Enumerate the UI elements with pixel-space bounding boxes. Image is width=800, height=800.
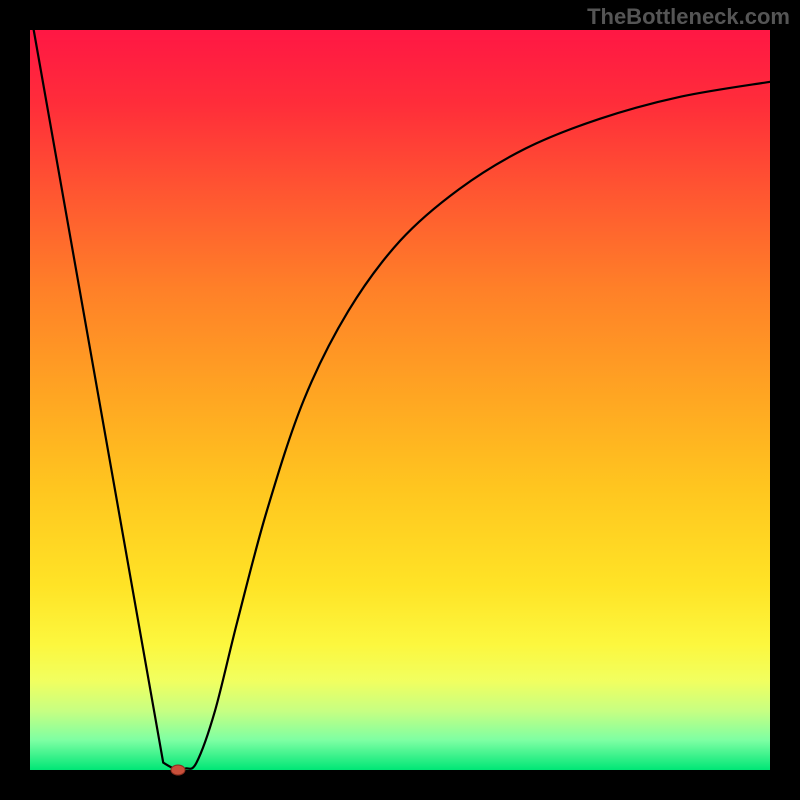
plot-background: [30, 30, 770, 770]
bottleneck-chart: [0, 0, 800, 800]
minimum-marker: [171, 765, 185, 775]
watermark-text: TheBottleneck.com: [587, 4, 790, 30]
chart-container: TheBottleneck.com: [0, 0, 800, 800]
